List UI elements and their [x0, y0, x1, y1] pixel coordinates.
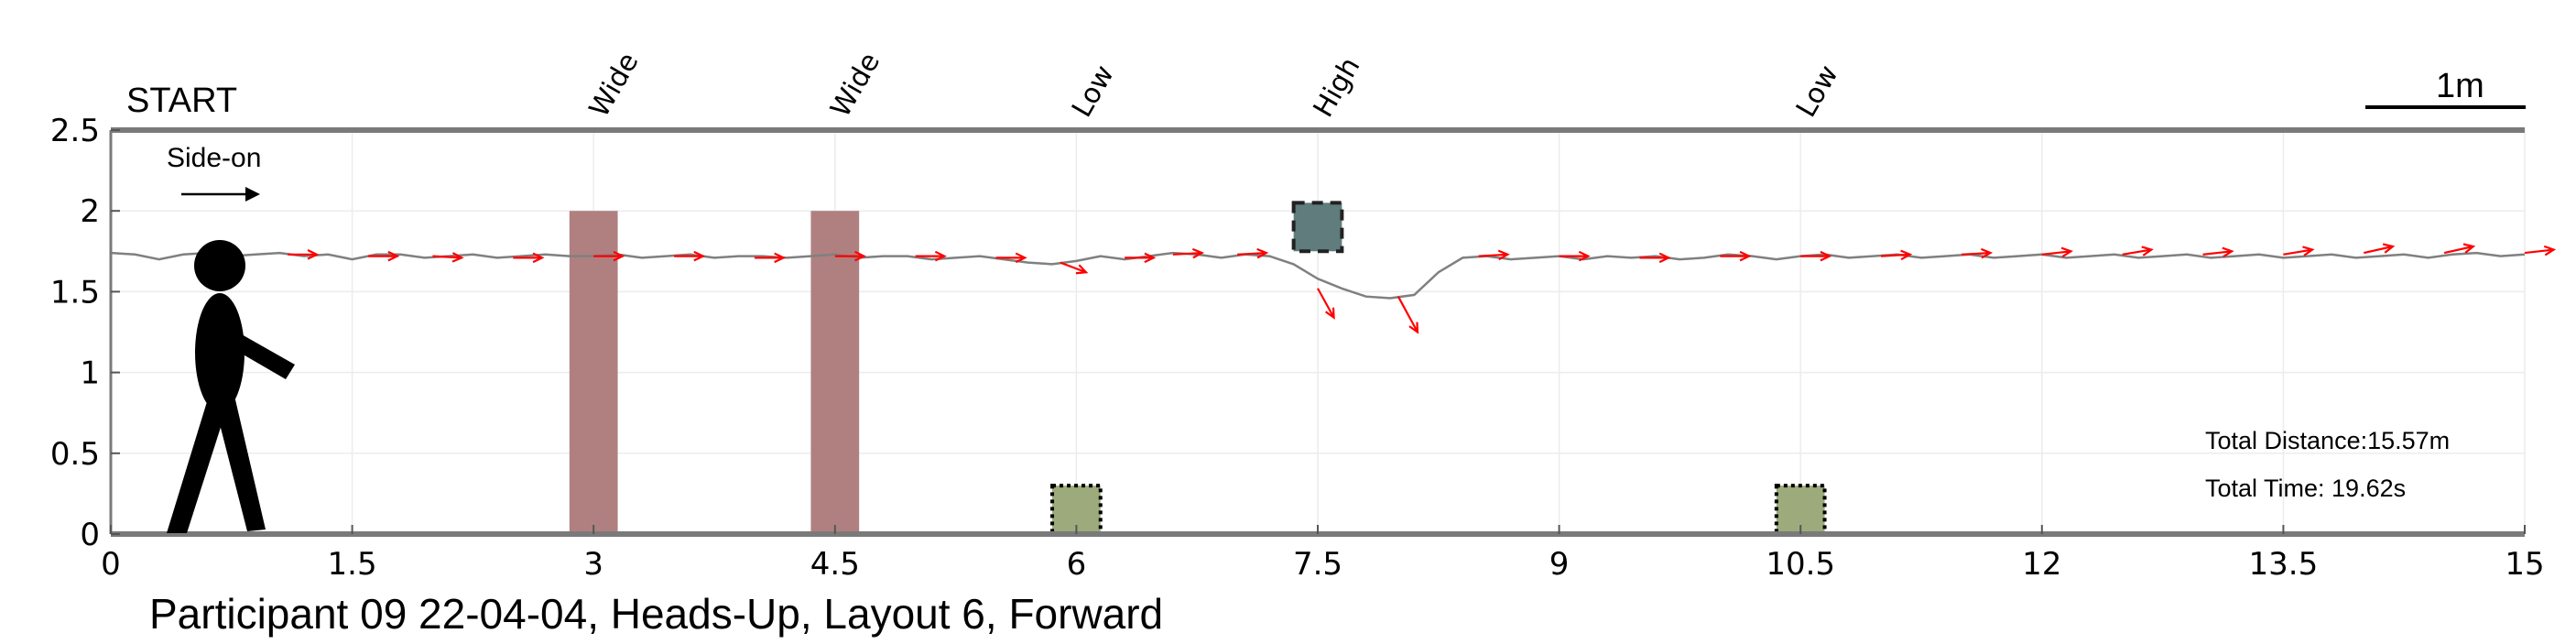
- y-tick-label: 2: [80, 193, 100, 230]
- x-tick-label: 3: [583, 546, 603, 583]
- direction-arrow: [2041, 246, 2073, 258]
- trajectory-line: [110, 251, 2526, 300]
- direction-arrow: [1881, 249, 1913, 261]
- x-tick-label: 12: [2022, 546, 2061, 583]
- walking-person-icon: [167, 240, 295, 533]
- obstacle-label: Low: [1790, 60, 1845, 123]
- obstacle-label: Low: [1066, 60, 1121, 123]
- direction-arrow: [995, 252, 1027, 264]
- direction-arrow: [1559, 250, 1591, 262]
- x-tick-label: 13.5: [2249, 546, 2319, 583]
- direction-arrow: [2122, 246, 2154, 257]
- x-tick-label: 6: [1067, 546, 1087, 583]
- direction-arrow: [1172, 247, 1204, 259]
- obstacle-label: Wide: [583, 48, 646, 123]
- direction-arrow: [1961, 247, 1994, 259]
- direction-arrow: [1720, 250, 1752, 262]
- direction-arrow: [2524, 245, 2557, 257]
- direction-arrows: [288, 243, 2557, 334]
- x-tick-label: 1.5: [328, 546, 377, 583]
- direction-arrow: [2202, 246, 2234, 258]
- direction-arrow: [1125, 252, 1157, 264]
- direction-arrow-icon: [181, 187, 260, 202]
- obstacle-wide: [810, 211, 860, 534]
- start-label: START: [126, 82, 237, 120]
- direction-arrow: [1639, 252, 1671, 264]
- y-tick-label: 2.5: [50, 113, 100, 149]
- x-tick-label: 9: [1549, 546, 1570, 583]
- direction-arrow: [368, 250, 400, 262]
- direction-arrow: [1317, 288, 1335, 320]
- total-distance: Total Distance:15.57m: [2205, 427, 2450, 454]
- direction-arrow: [1237, 247, 1269, 259]
- scale-label: 1m: [2436, 67, 2484, 105]
- obstacle-wide: [569, 211, 618, 534]
- chart-title: Participant 09 22-04-04, Heads-Up, Layou…: [149, 590, 1163, 638]
- direction-arrow: [1800, 250, 1832, 262]
- direction-arrow: [2364, 243, 2396, 255]
- y-tick-label: 0.5: [50, 436, 100, 473]
- total-time: Total Time: 19.62s: [2205, 475, 2406, 502]
- direction-arrow: [2443, 243, 2476, 255]
- x-tick-label: 7.5: [1293, 546, 1342, 583]
- obstacle-label: Wide: [824, 48, 886, 123]
- x-tick-label: 10.5: [1766, 546, 1835, 583]
- x-tick-label: 15: [2505, 546, 2544, 583]
- x-tick-label: 4.5: [810, 546, 860, 583]
- grid: [110, 129, 2526, 535]
- direction-label: Side-on: [167, 143, 261, 173]
- direction-arrow: [2283, 246, 2315, 257]
- direction-arrow: [834, 250, 866, 262]
- x-tick-label: 0: [101, 546, 121, 583]
- direction-arrow: [674, 250, 706, 262]
- direction-arrow: [513, 252, 545, 264]
- direction-arrow: [593, 250, 625, 262]
- direction-arrow: [1478, 249, 1510, 261]
- y-tick-label: 0: [80, 517, 100, 553]
- direction-arrow: [915, 250, 947, 262]
- direction-arrow: [1060, 261, 1089, 275]
- y-tick-label: 1.5: [50, 274, 100, 311]
- direction-arrow: [754, 252, 787, 264]
- direction-arrow: [432, 252, 464, 263]
- obstacle-high: [1291, 201, 1344, 254]
- direction-arrow: [288, 249, 320, 260]
- obstacle-label: High: [1308, 52, 1367, 123]
- direction-arrow: [1397, 296, 1419, 334]
- obstacles: [569, 201, 1827, 537]
- trajectory: [110, 251, 2526, 300]
- y-tick-label: 1: [80, 355, 100, 392]
